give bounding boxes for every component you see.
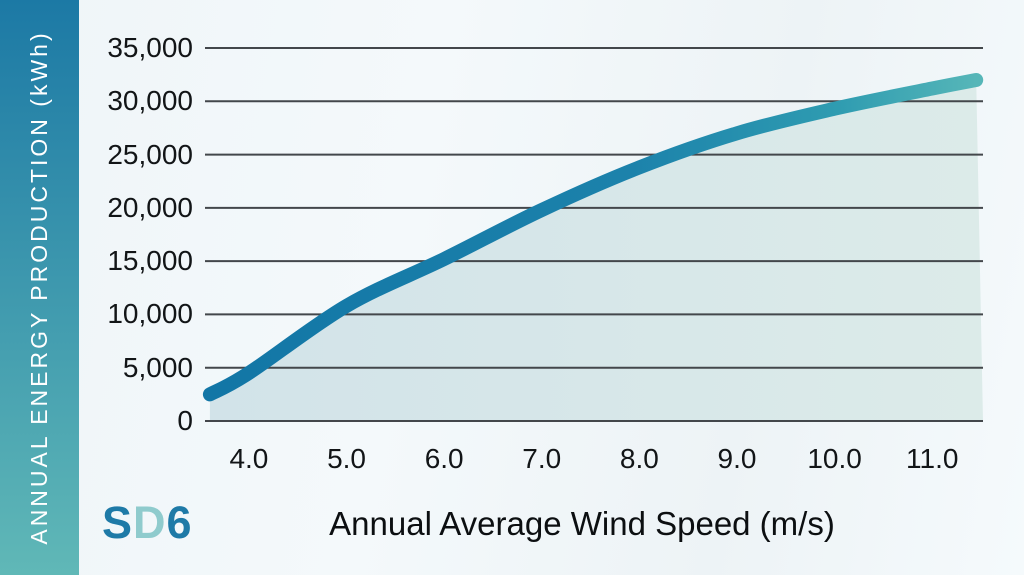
x-tick-label: 11.0	[906, 443, 959, 474]
logo-letter-6: 6	[166, 497, 193, 548]
aep-curve	[202, 73, 984, 402]
x-tick-label: 4.0	[229, 443, 269, 474]
y-tick-label: 10,000	[107, 298, 193, 330]
aep-area-fill	[209, 80, 983, 421]
x-tick-label: 6.0	[424, 443, 464, 474]
y-tick-label: 0	[177, 405, 193, 436]
x-axis-title: Annual Average Wind Speed (m/s)	[329, 505, 835, 542]
y-axis-title-bar: ANNUAL ENERGY PRODUCTION (kWh)	[0, 0, 79, 575]
x-tick-label: 5.0	[327, 443, 366, 474]
x-tick-label: 7.0	[522, 443, 562, 474]
y-tick-label: 5,000	[122, 351, 193, 383]
y-tick-label: 15,000	[107, 245, 193, 277]
y-tick-label: 20,000	[107, 191, 193, 223]
sd6-logo: SD6	[102, 499, 193, 547]
logo-letter-s: S	[102, 497, 134, 548]
logo-letter-d: D	[133, 497, 167, 548]
y-tick-label: 25,000	[107, 138, 193, 170]
y-tick-label: 35,000	[107, 32, 193, 63]
x-tick-label: 8.0	[619, 443, 659, 474]
y-tick-label: 30,000	[107, 85, 193, 117]
x-tick-label: 10.0	[807, 443, 862, 474]
x-tick-label: 9.0	[717, 443, 757, 474]
